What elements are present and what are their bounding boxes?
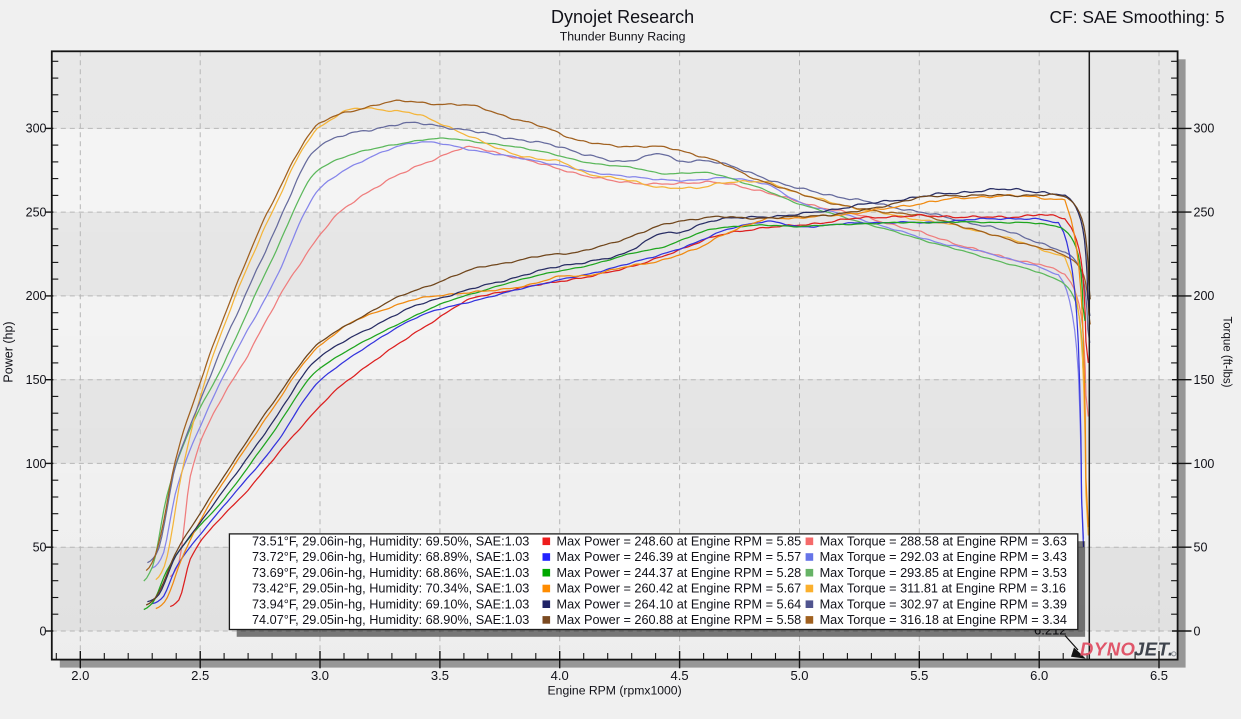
svg-text:50: 50 [33,541,47,555]
svg-text:300: 300 [1194,122,1215,136]
svg-text:250: 250 [26,205,47,219]
svg-text:Max Power = 246.39 at Engine R: Max Power = 246.39 at Engine RPM = 5.57 [557,550,802,564]
svg-text:Power (hp): Power (hp) [2,321,16,382]
svg-text:150: 150 [26,373,47,387]
svg-text:Torque (ft-lbs): Torque (ft-lbs) [1221,317,1233,388]
svg-text:3.5: 3.5 [431,668,449,683]
svg-text:Max Torque = 292.03 at Engine: Max Torque = 292.03 at Engine RPM = 3.43 [820,550,1067,564]
svg-text:6.5: 6.5 [1150,668,1168,683]
svg-text:4.5: 4.5 [671,668,689,683]
svg-text:6.0: 6.0 [1030,668,1048,683]
svg-text:73.42°F, 29.05in-hg, Humidity:: 73.42°F, 29.05in-hg, Humidity: 70.34%, S… [252,582,529,596]
svg-text:Max Power = 244.37 at Engine R: Max Power = 244.37 at Engine RPM = 5.28 [557,566,802,580]
svg-text:200: 200 [26,289,47,303]
svg-text:100: 100 [1194,457,1215,471]
svg-text:Max Torque = 316.18 at Engine: Max Torque = 316.18 at Engine RPM = 3.34 [820,613,1067,627]
svg-text:4.0: 4.0 [551,668,569,683]
svg-text:Max Torque = 311.81 at Engine: Max Torque = 311.81 at Engine RPM = 3.16 [820,582,1066,596]
svg-text:100: 100 [26,457,47,471]
svg-text:Max Torque = 302.97 at Engine: Max Torque = 302.97 at Engine RPM = 3.39 [820,597,1067,611]
svg-text:2.5: 2.5 [191,668,209,683]
svg-text:Dynojet Research: Dynojet Research [551,7,694,27]
svg-text:250: 250 [1194,205,1215,219]
svg-text:300: 300 [26,122,47,136]
svg-text:150: 150 [1194,373,1215,387]
svg-text:Max Torque = 288.58 at Engine: Max Torque = 288.58 at Engine RPM = 3.63 [820,535,1067,549]
svg-text:Engine RPM (rpmx1000): Engine RPM (rpmx1000) [548,684,682,698]
svg-text:73.69°F, 29.06in-hg, Humidity:: 73.69°F, 29.06in-hg, Humidity: 68.86%, S… [252,566,529,580]
svg-text:73.94°F, 29.05in-hg, Humidity:: 73.94°F, 29.05in-hg, Humidity: 69.10%, S… [252,597,529,611]
svg-text:3.0: 3.0 [311,668,329,683]
svg-text:0: 0 [1194,624,1201,638]
svg-text:74.07°F, 29.05in-hg, Humidity:: 74.07°F, 29.05in-hg, Humidity: 68.90%, S… [252,613,529,627]
svg-text:200: 200 [1194,289,1215,303]
svg-text:73.72°F, 29.06in-hg, Humidity:: 73.72°F, 29.06in-hg, Humidity: 68.89%, S… [252,550,529,564]
svg-text:Max Power = 248.60 at Engine R: Max Power = 248.60 at Engine RPM = 5.85 [557,535,802,549]
svg-text:DYNO: DYNO [1080,639,1136,660]
svg-text:0: 0 [40,624,47,638]
svg-text:Max Power = 264.10 at Engine R: Max Power = 264.10 at Engine RPM = 5.64 [557,597,802,611]
svg-text:Thunder Bunny Racing: Thunder Bunny Racing [560,30,686,44]
svg-text:50: 50 [1194,541,1208,555]
svg-text:2.0: 2.0 [71,668,89,683]
svg-text:5.5: 5.5 [910,668,928,683]
svg-text:JET.: JET. [1134,639,1174,660]
svg-text:CF: SAE Smoothing: 5: CF: SAE Smoothing: 5 [1050,7,1225,27]
svg-text:Max Power = 260.88 at Engine R: Max Power = 260.88 at Engine RPM = 5.58 [557,613,802,627]
svg-text:Max Power = 260.42 at Engine R: Max Power = 260.42 at Engine RPM = 5.67 [557,582,802,596]
svg-text:5.0: 5.0 [790,668,808,683]
svg-text:73.51°F, 29.06in-hg, Humidity:: 73.51°F, 29.06in-hg, Humidity: 69.50%, S… [252,535,529,549]
svg-text:Max Torque = 293.85 at Engine: Max Torque = 293.85 at Engine RPM = 3.53 [820,566,1067,580]
